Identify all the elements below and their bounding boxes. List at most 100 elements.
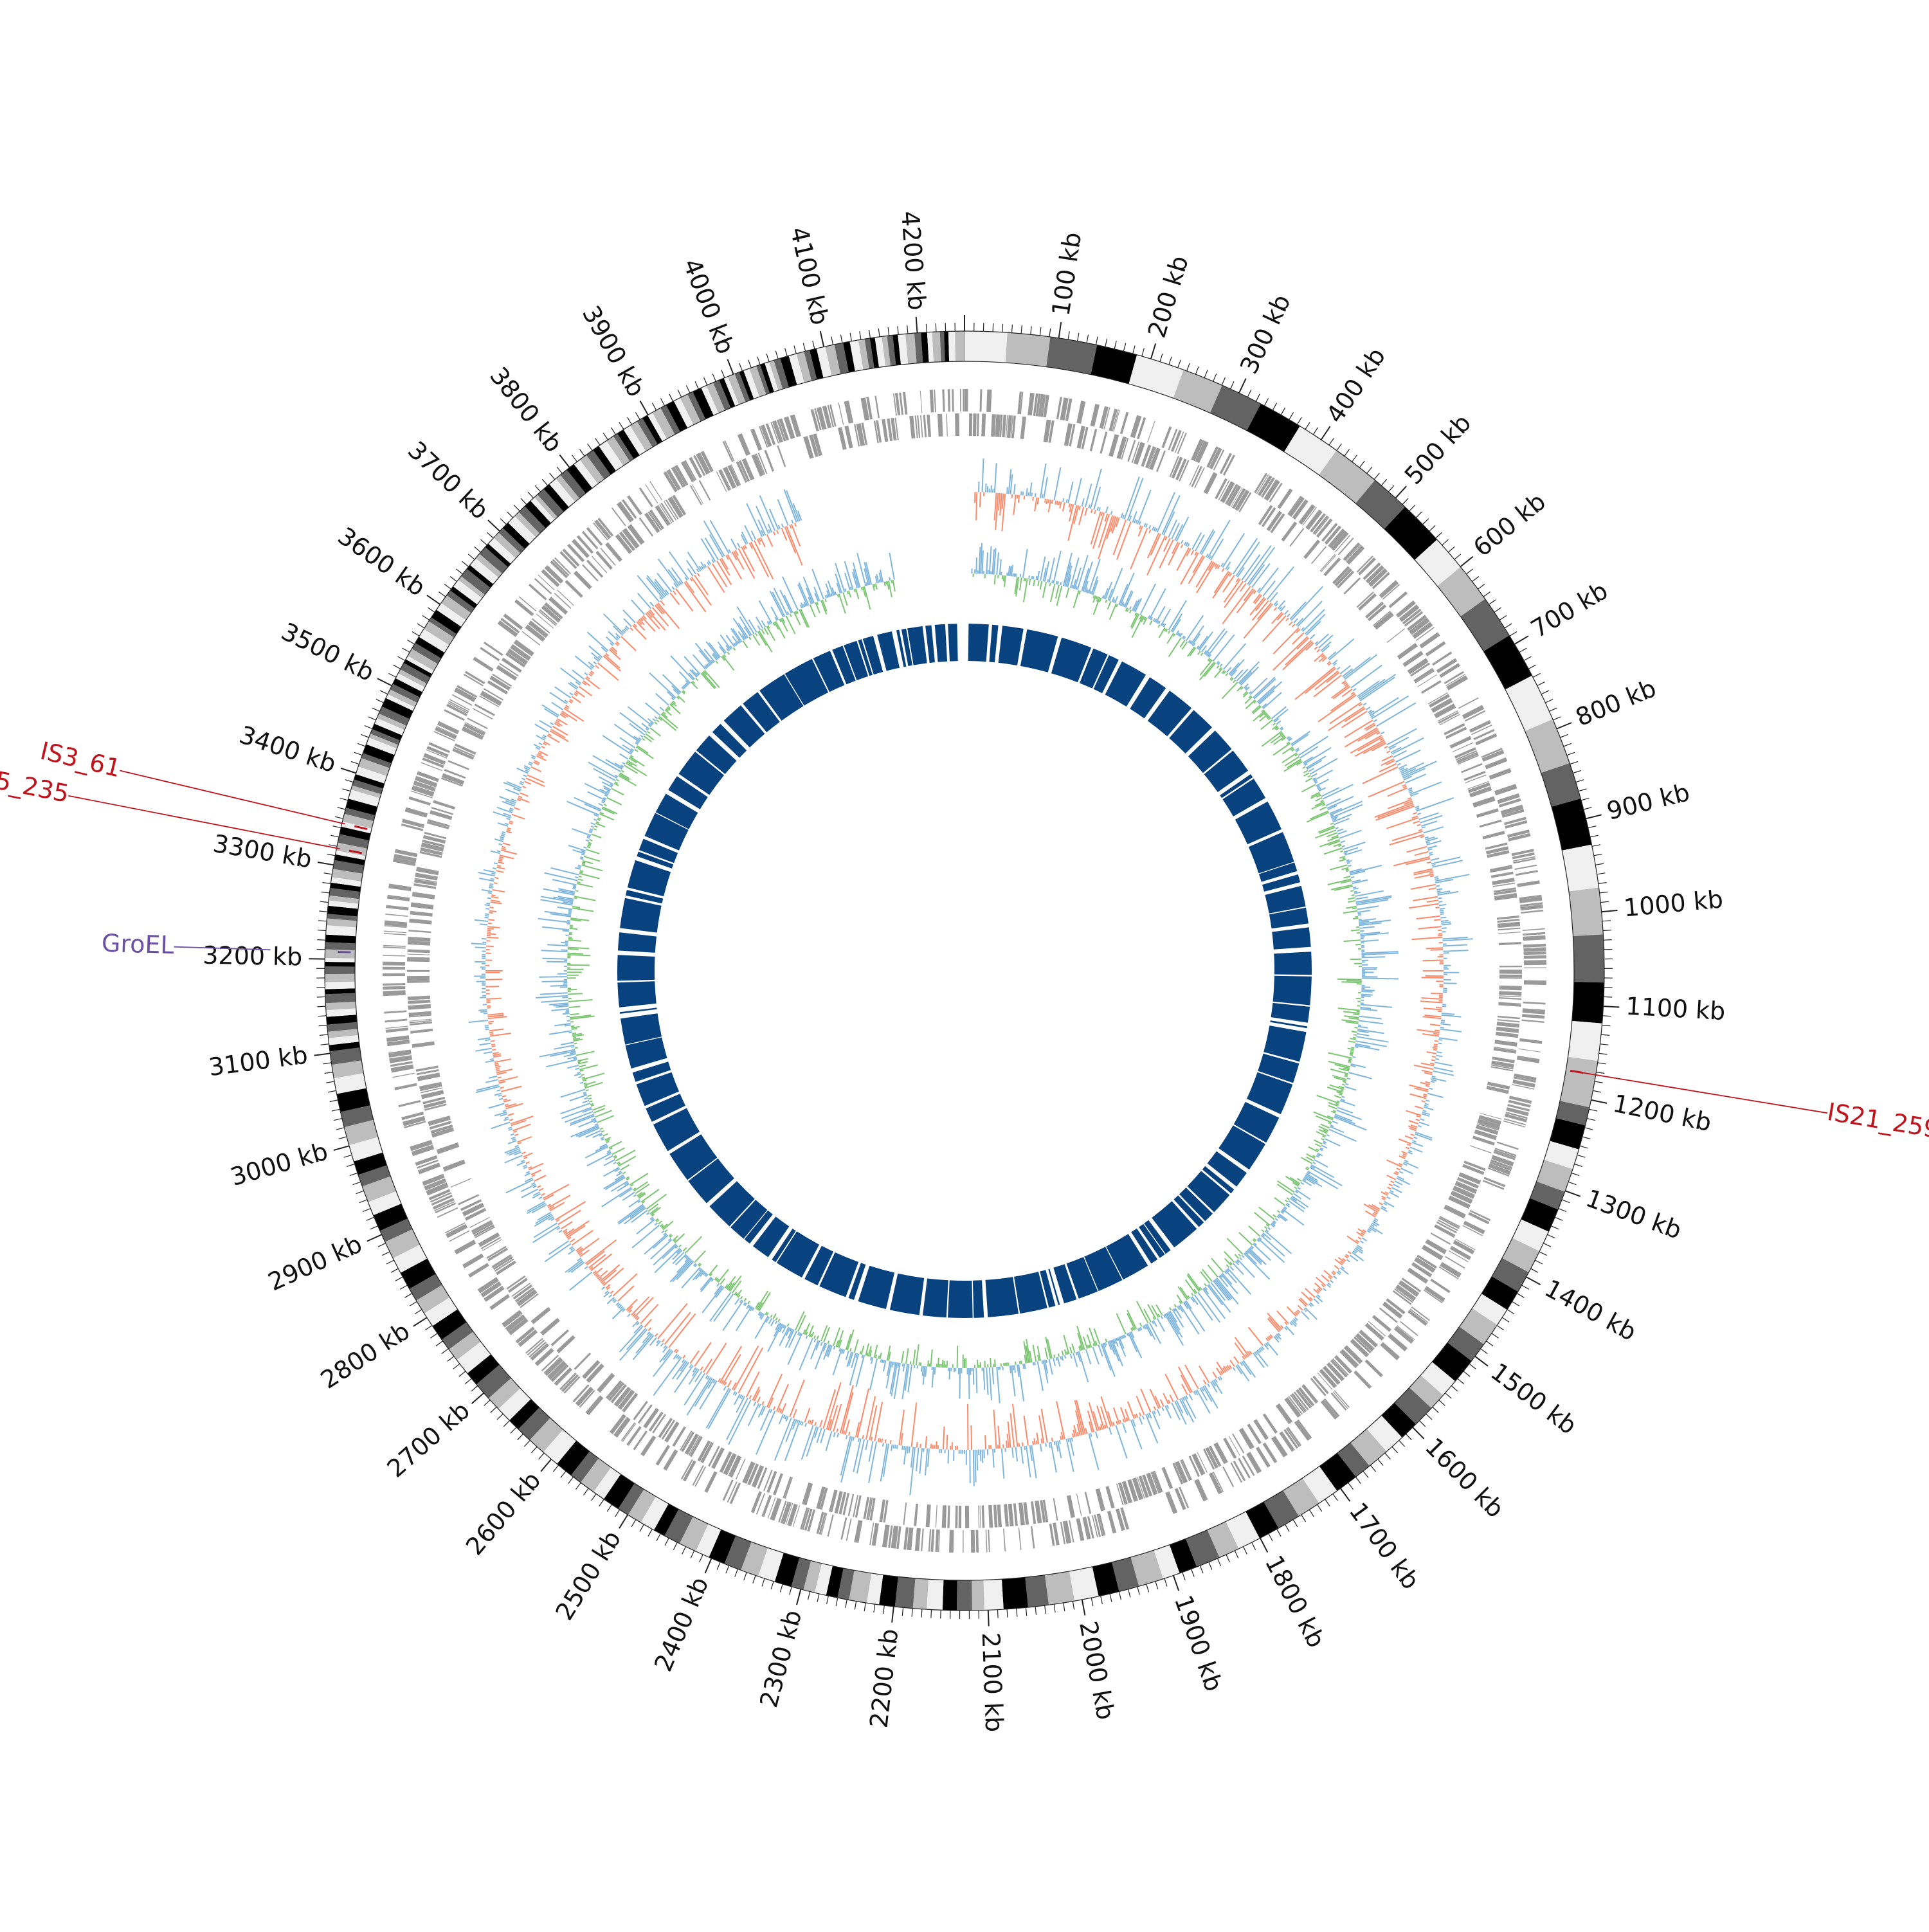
gc-skew-bar bbox=[1090, 591, 1091, 594]
gc-content-bar bbox=[853, 1438, 861, 1472]
gc-content-bar bbox=[1134, 519, 1136, 523]
minor-tick bbox=[320, 1034, 328, 1035]
gc-skew-bar bbox=[571, 1125, 599, 1137]
gc-skew-bar bbox=[864, 586, 870, 609]
circos-plot: 100 kb200 kb300 kb400 kb500 kb600 kb700 … bbox=[0, 0, 1929, 1929]
gc-skew-bar bbox=[1020, 574, 1021, 578]
gene-feature bbox=[430, 810, 452, 820]
gc-content-bar bbox=[991, 485, 992, 492]
gc-content-bar bbox=[518, 796, 522, 797]
gc-content-bar bbox=[985, 1435, 986, 1449]
gc-content-bar bbox=[1151, 534, 1161, 555]
gene-feature bbox=[443, 1160, 466, 1172]
gc-content-bar bbox=[1391, 1181, 1394, 1183]
gc-skew-bar bbox=[1108, 601, 1111, 609]
minor-tick bbox=[998, 1610, 999, 1618]
gc-content-bar bbox=[518, 1142, 521, 1144]
gc-content-bar bbox=[492, 873, 496, 874]
gc-content-bar bbox=[739, 1395, 741, 1398]
minor-tick bbox=[1289, 412, 1294, 419]
gc-skew-bar bbox=[756, 617, 763, 629]
gc-content-bar bbox=[1397, 1168, 1400, 1170]
gc-skew-bar bbox=[570, 1052, 576, 1054]
minor-tick bbox=[1068, 331, 1069, 339]
gc-content-bar bbox=[754, 541, 773, 579]
gc-skew-bar bbox=[1330, 1126, 1345, 1132]
gc-skew-bar bbox=[1360, 931, 1364, 932]
gc-content-bar bbox=[1267, 567, 1294, 600]
gene-feature bbox=[649, 481, 662, 500]
gc-skew-bar bbox=[1159, 627, 1164, 638]
minor-tick bbox=[500, 519, 506, 525]
gc-skew-bar bbox=[583, 1073, 604, 1079]
gc-skew-bar bbox=[727, 652, 729, 655]
gene-feature bbox=[412, 1042, 435, 1048]
gc-skew-bar bbox=[1350, 1053, 1353, 1054]
minor-tick bbox=[459, 1371, 466, 1377]
gene-feature bbox=[977, 413, 979, 436]
gc-content-bar bbox=[1433, 1049, 1437, 1050]
homology-block bbox=[999, 626, 1024, 665]
gc-content-bar bbox=[767, 534, 773, 546]
contig-band bbox=[932, 332, 941, 363]
gene-feature bbox=[927, 415, 931, 437]
gc-content-bar bbox=[480, 1011, 487, 1012]
gc-skew-bar bbox=[1230, 1267, 1233, 1270]
minor-tick bbox=[1589, 1109, 1597, 1111]
minor-tick bbox=[1570, 761, 1578, 764]
gc-content-bar bbox=[660, 1349, 670, 1362]
gc-skew-bar bbox=[969, 1368, 970, 1399]
gc-content-bar bbox=[1391, 738, 1424, 754]
gc-skew-bar bbox=[570, 1095, 587, 1101]
gc-skew-bar bbox=[700, 650, 712, 664]
gene-feature bbox=[643, 1408, 659, 1429]
gene-feature bbox=[1494, 1040, 1517, 1047]
gc-content-bar bbox=[514, 1131, 518, 1132]
gc-content-bar bbox=[613, 1308, 624, 1319]
gc-content-bar bbox=[1060, 1436, 1061, 1440]
contig-band bbox=[927, 1579, 943, 1610]
gc-content-bar bbox=[487, 926, 500, 928]
gene-feature bbox=[1491, 872, 1514, 878]
gene-feature bbox=[844, 401, 854, 424]
gc-skew-bar bbox=[723, 656, 734, 671]
minor-tick bbox=[1577, 1155, 1585, 1157]
gc-content-bar bbox=[524, 1157, 528, 1159]
minor-tick bbox=[735, 1569, 738, 1576]
gc-skew-bar bbox=[1238, 662, 1259, 683]
gc-skew-bar bbox=[598, 818, 601, 819]
gc-content-bar bbox=[1430, 1063, 1435, 1064]
minor-tick bbox=[1543, 1243, 1551, 1247]
gc-content-bar bbox=[497, 865, 501, 866]
minor-tick bbox=[453, 1364, 460, 1369]
gene-feature bbox=[1213, 1442, 1228, 1464]
minor-tick bbox=[1012, 325, 1013, 333]
gc-content-bar bbox=[1202, 531, 1215, 554]
minor-tick bbox=[669, 394, 673, 402]
gene-feature bbox=[384, 931, 406, 934]
gene-feature bbox=[980, 1506, 981, 1528]
gc-skew-bar bbox=[580, 858, 583, 859]
gc-content-bar bbox=[469, 1020, 488, 1022]
minor-tick bbox=[678, 390, 682, 397]
gc-content-bar bbox=[698, 573, 700, 577]
minor-tick bbox=[721, 370, 725, 378]
gc-skew-bar bbox=[649, 673, 676, 698]
minor-tick bbox=[465, 1378, 471, 1384]
gc-skew-bar bbox=[646, 703, 660, 715]
gc-skew-bar bbox=[990, 546, 992, 575]
gc-skew-bar bbox=[587, 836, 590, 837]
gc-skew-bar bbox=[1242, 1256, 1244, 1258]
minor-tick bbox=[354, 752, 362, 755]
gc-skew-bar bbox=[1285, 1200, 1288, 1202]
gene-feature bbox=[963, 389, 964, 411]
gc-skew-bar bbox=[1332, 1121, 1338, 1123]
minor-tick bbox=[1277, 1529, 1281, 1536]
gc-skew-bar bbox=[586, 1090, 589, 1091]
gc-content-bar bbox=[1425, 837, 1429, 838]
gc-content-bar bbox=[1003, 1445, 1004, 1449]
gc-content-bar bbox=[1286, 618, 1289, 620]
gc-content-bar bbox=[491, 879, 494, 880]
gc-content-bar bbox=[673, 591, 676, 595]
gc-skew-bar bbox=[620, 1165, 629, 1170]
